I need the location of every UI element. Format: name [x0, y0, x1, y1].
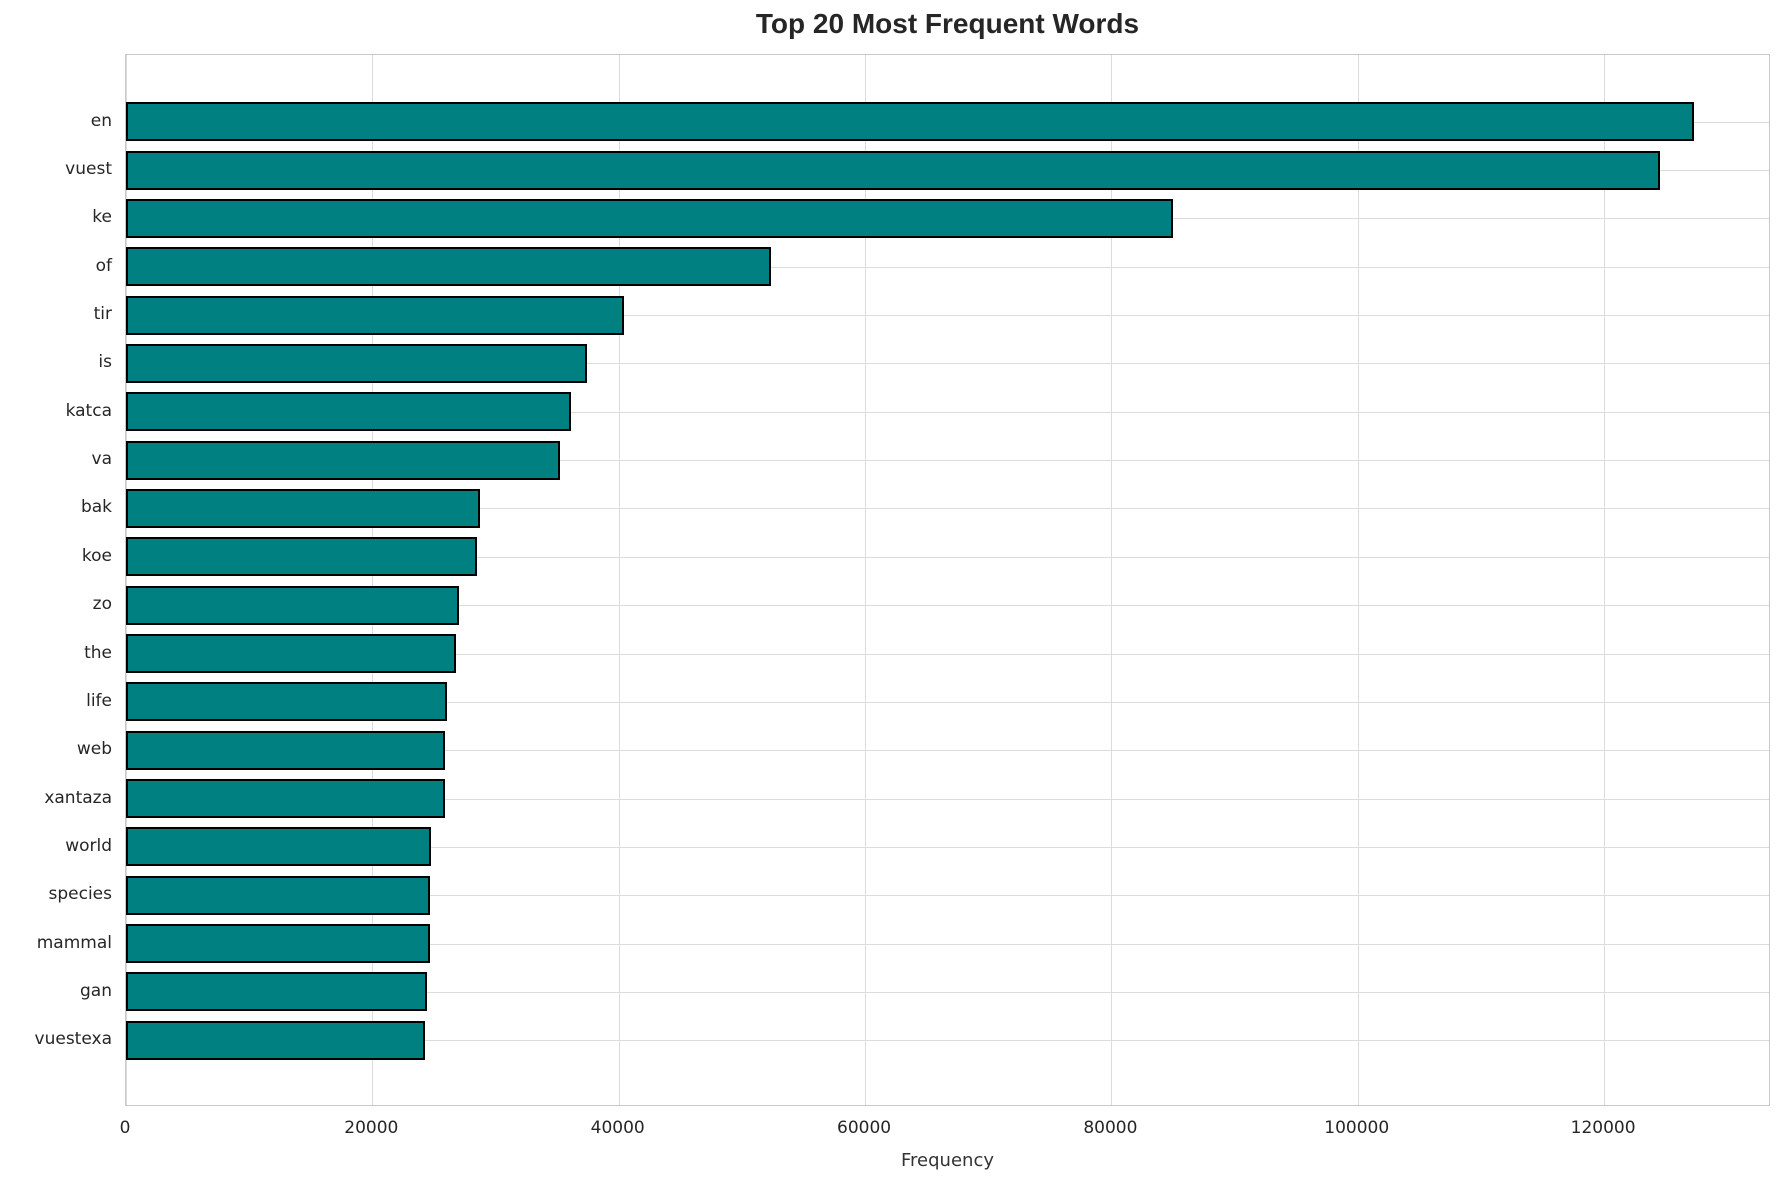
y-tick-label-koe: koe: [81, 545, 112, 566]
h-gridline: [126, 266, 1769, 268]
v-gridline: [372, 55, 374, 1105]
y-tick-label-web: web: [76, 739, 112, 760]
y-tick-label-vuest: vuest: [65, 159, 112, 180]
y-tick-label-life: life: [86, 690, 112, 711]
bar-vuest: [126, 150, 1660, 190]
x-tick-label-20000: 20000: [344, 1118, 399, 1138]
y-tick-label-zo: zo: [92, 594, 112, 615]
bar-mammal: [126, 924, 431, 964]
bar-zo: [126, 585, 459, 625]
x-axis-title: Frequency: [901, 1150, 994, 1171]
h-gridline: [126, 895, 1769, 897]
y-tick-label-va: va: [91, 449, 112, 470]
x-tick-label-40000: 40000: [590, 1118, 645, 1138]
y-tick-label-is: is: [98, 352, 112, 373]
y-tick-label-vuestexa: vuestexa: [34, 1029, 112, 1050]
bar-gan: [126, 972, 428, 1012]
v-gridline: [1357, 55, 1359, 1105]
bar-of: [126, 247, 772, 287]
bar-va: [126, 440, 560, 480]
h-gridline: [126, 653, 1769, 655]
bar-world: [126, 827, 431, 867]
h-gridline: [126, 991, 1769, 993]
y-tick-label-the: the: [84, 642, 112, 663]
h-gridline: [126, 846, 1769, 848]
y-axis-labels: en vuest ke of tir is katca va bak koe zo the life we…: [0, 54, 112, 1106]
x-tick-label-60000: 60000: [837, 1118, 892, 1138]
y-tick-label-tir: tir: [93, 304, 112, 325]
h-gridline: [126, 508, 1769, 510]
v-gridline: [1111, 55, 1113, 1105]
y-tick-label-gan: gan: [80, 980, 112, 1001]
bar-xantaza: [126, 779, 446, 819]
x-tick-label-120000: 120000: [1570, 1118, 1636, 1138]
h-gridline: [126, 363, 1769, 365]
h-gridline: [126, 701, 1769, 703]
bar-katca: [126, 392, 571, 432]
h-gridline: [126, 798, 1769, 800]
y-tick-label-katca: katca: [65, 400, 112, 421]
bar-web: [126, 730, 446, 770]
x-tick-label-0: 0: [119, 1118, 131, 1138]
x-tick-label-100000: 100000: [1324, 1118, 1390, 1138]
h-gridline: [126, 460, 1769, 462]
y-tick-label-species: species: [48, 884, 113, 905]
y-tick-label-ke: ke: [92, 207, 112, 228]
bar-ke: [126, 198, 1173, 238]
h-gridline: [126, 556, 1769, 558]
v-gridline: [126, 55, 127, 1105]
h-gridline: [126, 315, 1769, 317]
plot-area: [125, 54, 1770, 1106]
h-gridline: [126, 411, 1769, 413]
bar-vuestexa: [126, 1020, 425, 1060]
y-tick-label-of: of: [95, 255, 112, 276]
bar-is: [126, 343, 587, 383]
y-tick-label-world: world: [65, 835, 112, 856]
bar-bak: [126, 488, 480, 528]
h-gridline: [126, 1040, 1769, 1042]
bar-tir: [126, 295, 624, 335]
v-gridline: [618, 55, 620, 1105]
x-axis-tick-labels: 0 20000 40000 60000 80000 100000 120000: [120, 1118, 1770, 1146]
x-tick-label-80000: 80000: [1083, 1118, 1138, 1138]
bar-life: [126, 682, 448, 722]
v-gridline: [865, 55, 867, 1105]
bar-species: [126, 875, 431, 915]
bar-en: [126, 102, 1695, 142]
bar-the: [126, 634, 457, 674]
h-gridline: [126, 605, 1769, 607]
bar-koe: [126, 537, 478, 577]
y-tick-label-en: en: [90, 110, 112, 131]
y-tick-label-bak: bak: [80, 497, 112, 518]
y-tick-label-mammal: mammal: [36, 932, 112, 953]
v-gridline: [1604, 55, 1606, 1105]
h-gridline: [126, 750, 1769, 752]
y-tick-label-xantaza: xantaza: [44, 787, 112, 808]
h-gridline: [126, 943, 1769, 945]
chart-title: Top 20 Most Frequent Words: [755, 8, 1140, 39]
